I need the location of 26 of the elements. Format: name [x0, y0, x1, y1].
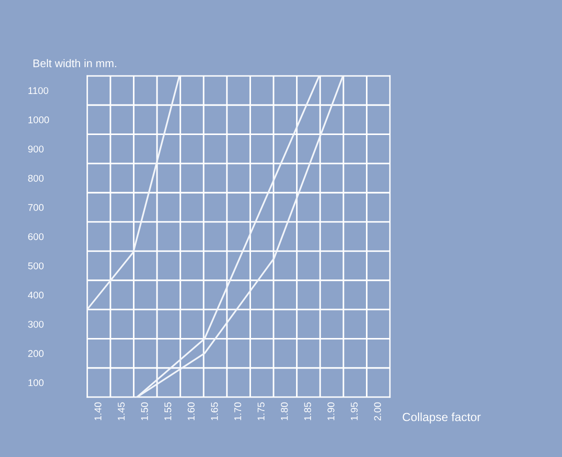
y-tick-label: 300 [28, 320, 44, 328]
y-tick-label: 900 [28, 146, 44, 152]
x-tick-label: 2.00 [374, 402, 381, 420]
y-tick-label: 600 [28, 233, 44, 240]
x-tick-label: 1.70 [234, 402, 242, 420]
x-tick-label: 1.40 [94, 402, 102, 420]
y-tick-label: 200 [28, 350, 44, 357]
x-tick-label: 1.75 [258, 402, 264, 420]
y-tick-label: 1100 [28, 87, 48, 94]
y-tick-label: 800 [28, 174, 44, 182]
x-tick-label: 1.60 [188, 402, 195, 420]
x-tick-label: 1.45 [118, 402, 125, 420]
y-tick-label: 1000 [28, 116, 49, 124]
x-axis-title: Collapse factor [402, 412, 481, 424]
y-axis-title: Belt width in mm. [33, 59, 116, 68]
x-tick-label: 1.95 [350, 402, 358, 420]
x-tick-label: 1.80 [280, 402, 288, 420]
x-tick-label: 1.85 [304, 402, 312, 420]
x-tick-label: 1.55 [164, 402, 172, 420]
y-tick-label: 400 [28, 292, 44, 299]
y-tick-label: 700 [28, 204, 44, 211]
x-tick-label: 1.50 [141, 402, 148, 420]
y-tick-label: 100 [28, 379, 44, 386]
y-tick-label: 500 [28, 262, 44, 270]
x-tick-label: 1.65 [210, 402, 218, 420]
x-tick-label: 1.90 [328, 402, 334, 420]
